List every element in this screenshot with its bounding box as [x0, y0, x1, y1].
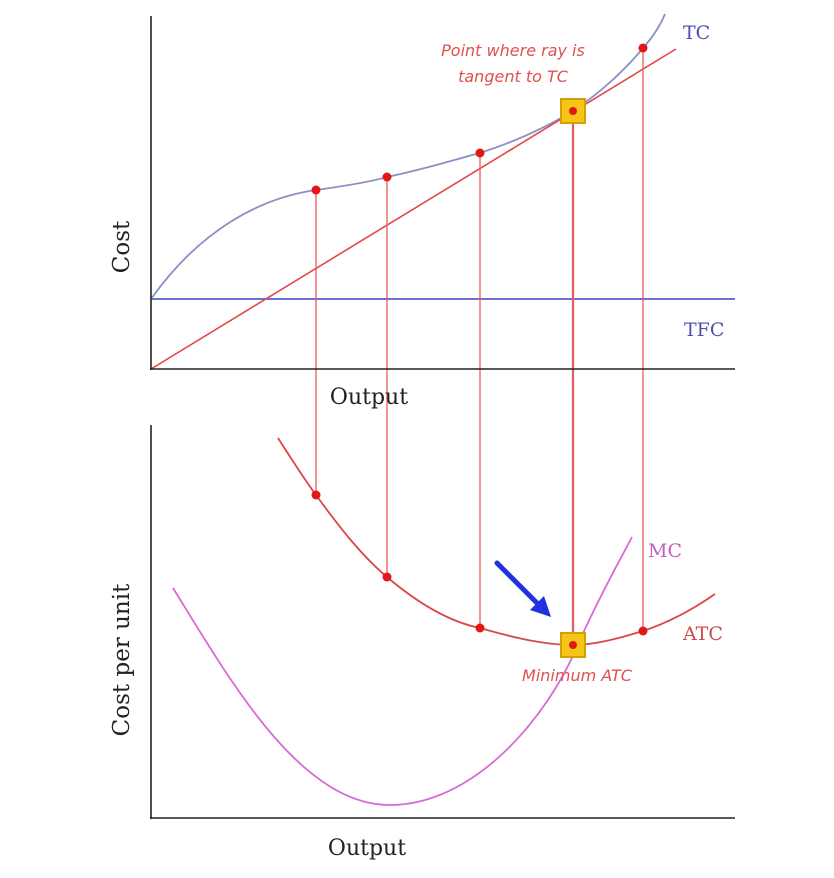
bottom-xlabel: Output — [328, 836, 406, 861]
tc-point-2 — [382, 172, 392, 182]
tc-point-4 — [569, 107, 577, 115]
tangent-annotation-line-2: tangent to TC — [458, 67, 569, 86]
arrow-icon — [494, 560, 551, 617]
tangent-annotation-line-1: Point where ray is — [441, 41, 585, 60]
atc-point-1 — [311, 490, 321, 500]
mc-curve — [172, 536, 633, 806]
minimum-atc-annotation: Minimum ATC — [522, 666, 633, 685]
ray-line — [150, 48, 677, 370]
atc-point-4 — [569, 641, 577, 649]
top-ylabel: Cost — [109, 220, 135, 273]
atc-point-2 — [382, 572, 392, 582]
atc-label: ATC — [682, 623, 723, 645]
tangent-marker — [560, 98, 586, 124]
top-panel: Cost Output TC TFC Point where ray is ta… — [109, 13, 735, 645]
top-xlabel: Output — [330, 385, 408, 410]
tc-point-5 — [638, 43, 648, 53]
atc-point-3 — [475, 623, 485, 633]
bottom-panel: Cost per unit Output MC ATC Minimum ATC — [109, 425, 735, 861]
tc-point-1 — [311, 185, 321, 195]
tc-curve — [150, 13, 666, 300]
mc-label: MC — [648, 540, 682, 562]
tc-point-3 — [475, 148, 485, 158]
bottom-ylabel: Cost per unit — [109, 583, 135, 736]
tfc-label: TFC — [684, 319, 724, 341]
atc-point-5 — [638, 626, 648, 636]
tc-label: TC — [683, 22, 710, 44]
